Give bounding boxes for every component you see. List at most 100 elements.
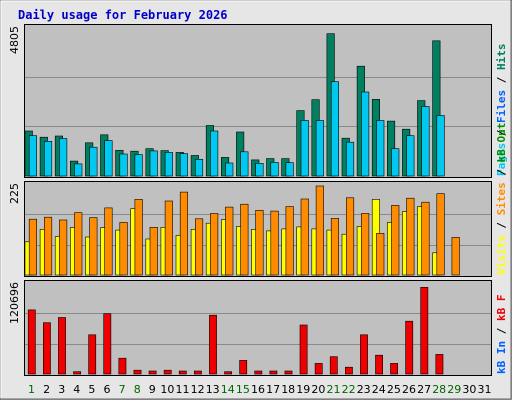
hits-files-bar-files xyxy=(285,162,294,177)
sites-visits-bar-sites xyxy=(28,218,38,276)
hits-files-bar-files xyxy=(391,148,400,177)
sites-visits-side-label: Visits / Sites / kB Out xyxy=(495,123,508,275)
sites-visits-bar-sites xyxy=(345,197,355,276)
sites-visits-bar-sites xyxy=(195,218,204,276)
day-label: 18 xyxy=(281,383,295,396)
side-label-part: kB In xyxy=(495,341,508,374)
day-label: 2 xyxy=(43,383,50,396)
hits-files-bar-files xyxy=(89,146,98,177)
hits-files-bar-files xyxy=(330,81,340,177)
kbytes-bar-kb-f xyxy=(314,363,323,375)
sites-visits-bar-sites xyxy=(74,212,83,276)
hits-files-bar-files xyxy=(345,141,355,177)
kbytes-bar-kb-f xyxy=(299,324,308,375)
kbytes-border xyxy=(24,280,492,376)
sites-visits-bar-sites xyxy=(43,216,53,276)
day-label: 24 xyxy=(372,383,386,396)
kbytes-bar-kb-f xyxy=(194,370,202,375)
kbytes-bar-kb-f xyxy=(284,370,293,375)
hits-files-side-label: Pages / Files / Hits xyxy=(495,44,508,177)
hits-files-bar-files xyxy=(406,135,415,177)
kbytes-bar-kb-f xyxy=(375,354,383,375)
day-label: 23 xyxy=(357,383,371,396)
day-label: 5 xyxy=(88,383,95,396)
side-label-part: Sites xyxy=(495,182,508,215)
sites-visits-bar-sites xyxy=(361,213,370,276)
day-label: 16 xyxy=(251,383,265,396)
hits-files-bar-files xyxy=(210,130,219,177)
sites-visits-bar-sites xyxy=(59,219,68,276)
hits-files-bar-files xyxy=(376,120,385,177)
day-label: 8 xyxy=(134,383,141,396)
sites-visits-bar-sites xyxy=(104,207,113,276)
sites-visits-bar-sites xyxy=(179,191,188,276)
kbytes-ymax-label: 120696 xyxy=(8,282,21,324)
hits-files-bar-files xyxy=(28,135,38,177)
hits-files-bar-files xyxy=(179,153,188,177)
hits-files-bar-files xyxy=(119,153,128,177)
panel-sites-visits: 225 Visits / Sites / kB Out xyxy=(8,123,508,277)
day-label: 14 xyxy=(221,383,235,396)
day-label: 17 xyxy=(266,383,280,396)
day-label: 25 xyxy=(387,383,401,396)
kbytes-bar-kb-f xyxy=(360,334,368,375)
day-label: 20 xyxy=(311,383,325,396)
hits-files-bar-files xyxy=(225,162,234,177)
hits-files-bar-files xyxy=(300,120,309,177)
day-label: 4 xyxy=(73,383,80,396)
sites-visits-bar-sites xyxy=(285,206,294,276)
day-label: 30 xyxy=(462,383,476,396)
hits-files-bar-files xyxy=(74,163,83,177)
day-label: 1 xyxy=(28,383,35,396)
hits-files-ymax-label: 4805 xyxy=(8,26,21,54)
sites-visits-bar-sites xyxy=(300,198,309,276)
panel-hits-files: 4805 Pages / Files / Hits xyxy=(8,24,508,178)
sites-visits-bar-sites xyxy=(240,203,249,276)
hits-files-bar-files xyxy=(270,162,279,177)
sites-visits-bar-sites xyxy=(421,201,430,276)
sites-visits-bar-sites xyxy=(330,218,340,276)
kbytes-bar-kb-f xyxy=(224,371,232,375)
hits-files-bar-files xyxy=(436,115,445,177)
day-label: 9 xyxy=(149,383,156,396)
hits-files-bar-files xyxy=(59,138,68,177)
day-labels: 1 2 3 4 5 6 7 8 9 10 11 12 13 14 15 16 17 18 19 20 21 22 23 24 2… xyxy=(28,383,492,396)
hits-files-border xyxy=(24,24,492,178)
panel-kbytes: 120696 kB In / kB F xyxy=(8,280,508,376)
sites-visits-bar-sites xyxy=(376,233,385,276)
kbytes-bar-kb-f xyxy=(344,366,353,375)
sites-visits-ymax-label: 225 xyxy=(8,183,21,204)
kbytes-bar-kb-f xyxy=(133,369,142,375)
sites-visits-bar-sites xyxy=(391,205,400,276)
side-label-part: / xyxy=(495,123,508,143)
day-label: 13 xyxy=(206,383,220,396)
side-label-part: Visits xyxy=(495,235,508,275)
kbytes-bar-kb-f xyxy=(163,369,172,375)
side-label-part: kB F xyxy=(495,295,508,322)
hits-files-bar-files xyxy=(421,106,430,177)
side-label-part: Hits xyxy=(495,44,508,71)
day-label: 19 xyxy=(296,383,310,396)
hits-files-bar-hits xyxy=(432,40,441,177)
kbytes-bar-kb-f xyxy=(88,334,97,375)
day-label: 26 xyxy=(402,383,416,396)
day-label: 6 xyxy=(104,383,111,396)
day-label: 12 xyxy=(191,383,205,396)
sites-visits-bar-sites xyxy=(119,222,128,276)
chart-panels: 4805 Pages / Files / Hits 225 Visits / Site… xyxy=(8,24,508,376)
day-label: 29 xyxy=(447,383,461,396)
day-label: 28 xyxy=(432,383,446,396)
hits-files-bar-files xyxy=(149,150,158,177)
kbytes-bar-kb-f xyxy=(178,370,187,375)
sites-visits-bar-sites xyxy=(149,227,158,276)
kbytes-bar-kb-f xyxy=(329,356,338,375)
side-label-part: / xyxy=(495,162,508,182)
side-label-part: kB Out xyxy=(495,123,508,163)
kbytes-plot-area xyxy=(24,280,492,376)
sites-visits-bar-sites xyxy=(255,210,264,276)
sites-visits-bar-sites xyxy=(436,193,445,276)
kbytes-bar-kb-f xyxy=(239,360,248,375)
sites-visits-bar-sites xyxy=(210,213,219,276)
side-label-part: / xyxy=(495,215,508,235)
